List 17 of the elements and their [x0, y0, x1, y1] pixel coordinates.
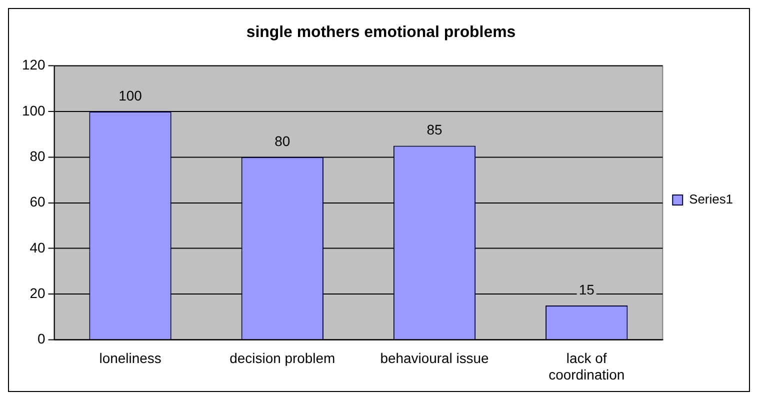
data-label: 100	[118, 87, 142, 104]
chart-title: single mothers emotional problems	[246, 24, 516, 41]
y-tick-label: 60	[30, 194, 46, 210]
legend-label: Series1	[689, 192, 734, 207]
data-label: 80	[274, 133, 290, 150]
data-label: 85	[426, 122, 442, 138]
y-tick-label: 80	[30, 148, 46, 164]
y-tick-label: 120	[22, 56, 46, 73]
x-tick-label: behavioural issue	[380, 350, 490, 366]
data-label: 15	[578, 281, 595, 298]
y-tick-label: 0	[37, 330, 46, 347]
x-tick-label: lack of coordination	[548, 350, 625, 383]
y-tick-label: 100	[22, 102, 46, 118]
y-tick-label: 40	[30, 239, 46, 256]
y-tick-label: 20	[30, 284, 46, 301]
x-tick-label: loneliness	[99, 350, 162, 366]
x-tick-label: decision problem	[230, 350, 336, 366]
